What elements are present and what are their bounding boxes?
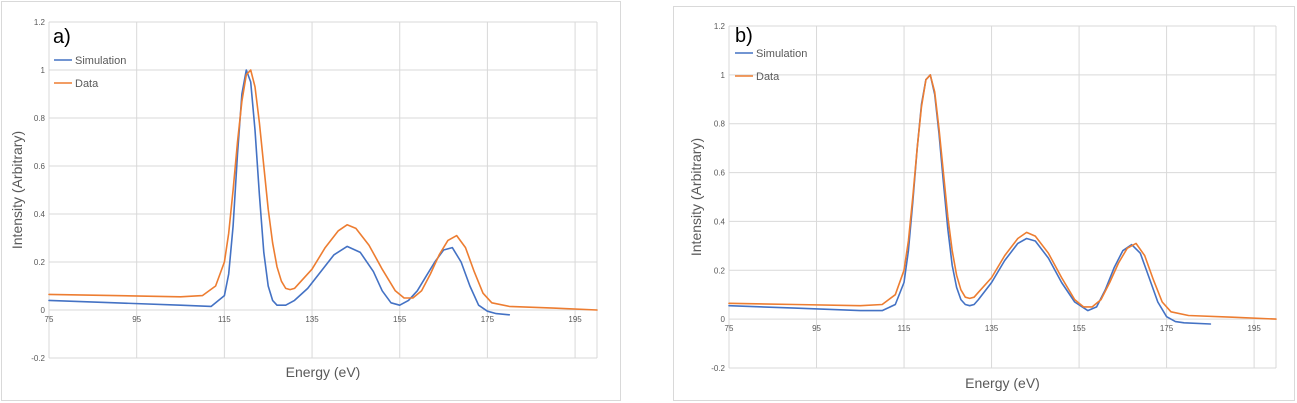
legend-label-simulation: Simulation — [756, 48, 807, 60]
x-tick-label: 175 — [481, 315, 495, 324]
series-line-data — [728, 74, 1277, 320]
chart-b-svg: -0.200.20.40.60.811.275 95 115 135 155 175 195… — [688, 22, 1277, 391]
y-tick-label: 0.2 — [714, 266, 726, 275]
y-tick-label: -0.2 — [711, 364, 725, 373]
x-tick-label: 175 — [1160, 324, 1174, 333]
x-tick-label: 195 — [1247, 324, 1261, 333]
y-tick-label: 0 — [721, 315, 726, 324]
legend-label-data: Data — [75, 78, 99, 90]
x-tick-label: 95 — [812, 324, 821, 333]
chart-a-svg: -0.200.20.40.60.811.275 95 115 135 155 175 195… — [9, 18, 598, 380]
chart-panel-a: -0.2 0 0.2 0.4 0.6 0.8 1 1.2 75 95 115 135 155 175 195… — [1, 1, 621, 401]
chart-panel-b: -0.2 0 0.2 0.4 0.6 0.8 1 1.2 75 95 115 135 155 175 195… — [673, 6, 1295, 401]
series-line-simulation — [48, 69, 511, 316]
y-tick-label: 1.2 — [34, 18, 46, 27]
y-tick-label: 1 — [41, 66, 46, 75]
y-tick-label: 0.6 — [34, 162, 46, 171]
y-axis-title: Intensity (Arbitrary) — [688, 138, 704, 256]
x-axis-title: Energy (eV) — [965, 375, 1040, 391]
series-line-simulation — [728, 74, 1212, 325]
y-tick-label: 1 — [721, 71, 726, 80]
series-line-data — [48, 69, 598, 311]
y-tick-label: 0.8 — [34, 114, 46, 123]
x-tick-label: 135 — [985, 324, 999, 333]
y-tick-label: 0.6 — [714, 169, 726, 178]
y-tick-label: 0.4 — [714, 217, 726, 226]
x-tick-label: 155 — [393, 315, 407, 324]
x-tick-label: 155 — [1072, 324, 1086, 333]
y-axis-title: Intensity (Arbitrary) — [9, 131, 25, 249]
legend-label-simulation: Simulation — [75, 55, 126, 67]
y-tick-label: -0.2 — [31, 354, 45, 363]
y-tick-label: 0.8 — [714, 120, 726, 129]
panel-label: a) — [53, 26, 71, 48]
x-tick-label: 115 — [218, 315, 231, 324]
x-axis-title: Energy (eV) — [286, 364, 361, 380]
y-tick-label: 0.4 — [34, 210, 46, 219]
legend-label-data: Data — [756, 71, 780, 83]
x-tick-label: 95 — [132, 315, 141, 324]
y-tick-label: 0 — [41, 306, 46, 315]
y-tick-label: 1.2 — [714, 22, 726, 31]
panel-label: b) — [735, 25, 753, 47]
x-tick-label: 135 — [305, 315, 319, 324]
y-tick-label: 0.2 — [34, 258, 46, 267]
x-tick-label: 115 — [898, 324, 911, 333]
x-tick-label: 195 — [568, 315, 582, 324]
